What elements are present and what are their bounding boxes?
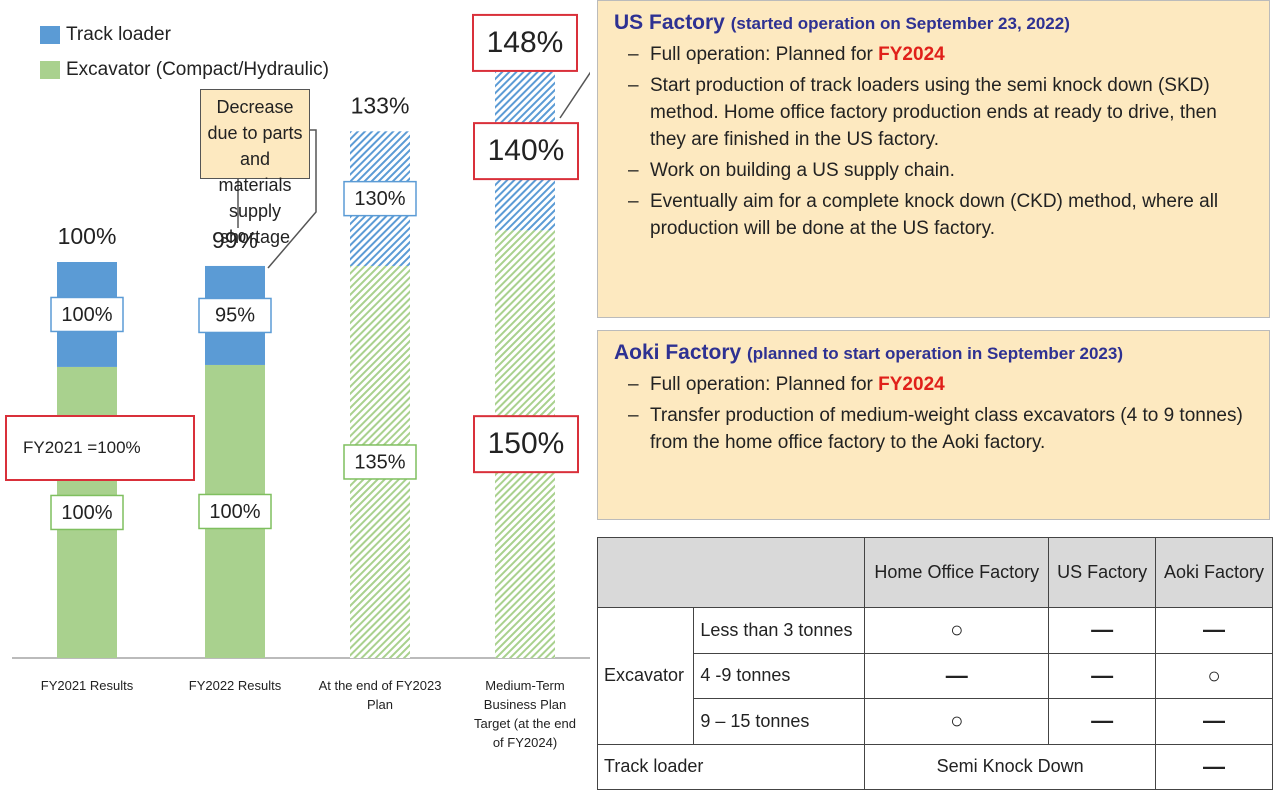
- blank-header: [596, 537, 866, 608]
- panel-title-main: US Factory: [614, 11, 725, 34]
- panel-title: Aoki Factory (planned to start operation…: [614, 341, 1253, 365]
- legend-swatch: [40, 26, 60, 44]
- cell: —: [1048, 698, 1156, 745]
- bullet-marker: –: [628, 44, 639, 65]
- panel-title-main: Aoki Factory: [614, 341, 742, 364]
- bullet-marker: –: [628, 191, 639, 212]
- bullet-text: Eventually aim for a complete knock down…: [650, 191, 1219, 239]
- segment-label-box: [343, 444, 417, 480]
- cell: Semi Knock Down: [864, 743, 1156, 790]
- segment-label-box: [343, 180, 417, 217]
- bullet-item: – Eventually aim for a complete knock dow…: [628, 188, 1253, 242]
- segment-label: 100%: [61, 502, 112, 524]
- bullet-text-part: Full operation: Planned for: [650, 44, 873, 65]
- bullet-marker: –: [628, 160, 639, 181]
- row-item: 9 – 15 tonnes: [693, 698, 866, 745]
- bullet-text: Full operation: Planned for FY2024: [650, 41, 945, 68]
- total-label: 100%: [58, 223, 117, 249]
- segment-label-box: [198, 297, 272, 334]
- total-label-box: [472, 13, 578, 72]
- cell: ○: [864, 698, 1050, 745]
- segment-label: 100%: [61, 304, 112, 326]
- segment-label: 135%: [354, 451, 405, 473]
- cell: —: [1048, 652, 1156, 699]
- cell: —: [1154, 607, 1274, 654]
- bullet-text: Transfer production of medium-weight cla…: [650, 405, 1243, 453]
- segment-label-box: [473, 415, 579, 474]
- legend-label: Track loader: [66, 24, 172, 45]
- connector: [267, 129, 317, 269]
- panel-title: US Factory (started operation on Septemb…: [614, 11, 1253, 35]
- bullet-marker: –: [628, 374, 639, 395]
- row-group: Track loader: [596, 743, 866, 790]
- panel-subtitle: (started operation on September 23, 2022…: [730, 14, 1070, 33]
- cell: —: [864, 652, 1050, 699]
- bullet-item: – Transfer production of medium-weight cl…: [628, 402, 1253, 456]
- chart: Track loader Excavator (Compact/Hydraulic…: [12, 13, 590, 659]
- table-header: Aoki Factory: [1154, 537, 1274, 608]
- row-item: 4 -9 tonnes: [693, 652, 866, 699]
- table-header: Home Office Factory: [864, 537, 1050, 608]
- bullet-marker: –: [628, 405, 639, 426]
- total-label: 148%: [487, 26, 564, 59]
- total-label: 133%: [351, 92, 410, 118]
- bullet-text: Work on building a US supply chain.: [650, 160, 955, 181]
- bullet-item: – Work on building a US supply chain.: [628, 157, 1253, 184]
- note: FY2021 =100%: [5, 415, 195, 481]
- segment-label-box: [50, 296, 124, 333]
- segment-label: 95%: [215, 305, 255, 327]
- bullet-item: – Start production of track loaders using…: [628, 72, 1253, 153]
- factory-table: Home Office Factory US Factory Aoki Fact…: [596, 537, 1274, 790]
- cell: ○: [864, 607, 1050, 654]
- legend-swatch: [40, 61, 60, 79]
- segment-label-box: [198, 493, 272, 530]
- panel-subtitle: (planned to start operation in September…: [747, 344, 1124, 363]
- segment-label: 100%: [209, 501, 260, 523]
- highlight: FY2024: [878, 44, 945, 65]
- cell: ○: [1154, 652, 1274, 699]
- table-header: US Factory: [1048, 537, 1156, 608]
- segment-label-box: [473, 122, 579, 181]
- bullet-item: – Full operation: Planned for FY2024: [628, 41, 1253, 68]
- row-group: Excavator: [596, 607, 695, 745]
- segment-label-box: [50, 494, 124, 531]
- category-label: At the end of FY2023 Plan: [318, 678, 442, 712]
- cell: —: [1154, 698, 1274, 745]
- connector: [559, 71, 590, 119]
- legend-label: Excavator (Compact/Hydraulic): [66, 59, 329, 80]
- cell: —: [1154, 743, 1274, 790]
- cell: —: [1048, 607, 1156, 654]
- callout: Decrease due to parts and materials supp…: [200, 89, 310, 247]
- row-item: Less than 3 tonnes: [693, 607, 866, 654]
- category-label: FY2021 Results: [40, 678, 134, 693]
- bullet-marker: –: [628, 75, 639, 96]
- category-label: FY2022 Results: [188, 678, 282, 693]
- category-label: Medium-Term Business Plan Target (at the…: [474, 678, 576, 750]
- segment-label: 150%: [488, 427, 565, 460]
- bullet-text: Start production of track loaders using …: [650, 75, 1217, 150]
- bullet-text: Full operation: Planned for FY2024: [650, 371, 945, 398]
- segment-label: 130%: [354, 188, 405, 210]
- segment-label: 140%: [488, 134, 565, 167]
- bullet-item: – Full operation: Planned for FY2024: [628, 371, 1253, 398]
- info-panel: US Factory (started operation on Septemb…: [597, 0, 1270, 318]
- bullet-text-part: Full operation: Planned for: [650, 374, 873, 395]
- highlight: FY2024: [878, 374, 945, 395]
- info-panel: Aoki Factory (planned to start operation…: [597, 330, 1270, 520]
- total-label: 99%: [212, 227, 258, 253]
